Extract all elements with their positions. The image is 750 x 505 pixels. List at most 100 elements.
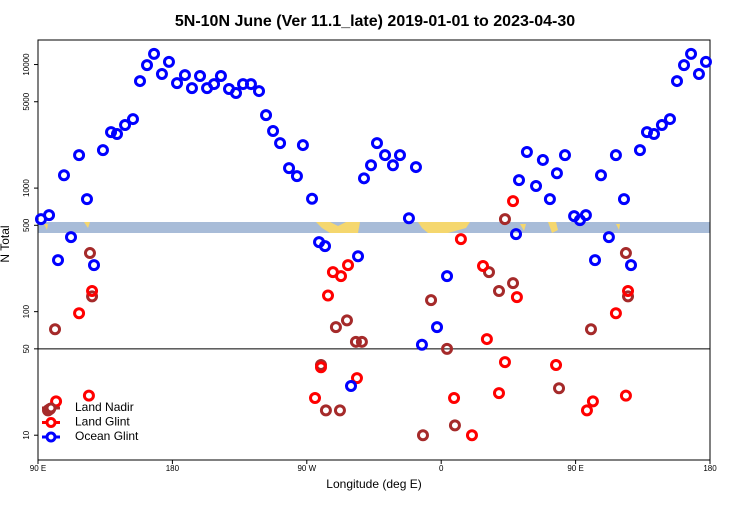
y-tick-label: 100	[22, 304, 31, 318]
point	[441, 270, 454, 283]
point	[633, 144, 646, 157]
point	[309, 392, 322, 405]
land-patch	[316, 222, 360, 233]
point	[492, 387, 505, 400]
point	[480, 333, 493, 346]
point	[699, 55, 712, 68]
point	[370, 137, 383, 150]
y-tick-label: 10	[22, 430, 31, 439]
point	[57, 169, 70, 182]
point	[507, 195, 520, 208]
point	[185, 82, 198, 95]
point	[609, 307, 622, 320]
legend-marker	[45, 402, 57, 414]
point	[530, 179, 543, 192]
legend-marker	[45, 417, 57, 428]
point	[349, 335, 362, 348]
point	[550, 167, 563, 180]
point	[454, 233, 467, 246]
point	[622, 290, 635, 303]
point	[352, 250, 365, 263]
x-tick-label: 0	[439, 464, 444, 473]
series	[34, 47, 712, 393]
point	[253, 85, 266, 98]
point	[543, 193, 556, 206]
point	[625, 259, 638, 272]
y-tick-label: 5000	[22, 92, 31, 110]
point	[260, 109, 273, 122]
point	[345, 380, 358, 393]
point	[208, 78, 221, 91]
point	[663, 113, 676, 126]
legend-label: Land Glint	[75, 415, 130, 429]
point	[334, 270, 347, 283]
point	[178, 69, 191, 82]
point	[133, 75, 146, 88]
point	[96, 144, 109, 157]
legend-label: Ocean Glint	[75, 429, 139, 443]
point	[43, 209, 56, 222]
point	[678, 59, 691, 72]
point	[194, 70, 207, 83]
x-tick-label: 90 E	[30, 464, 46, 473]
point	[536, 153, 549, 166]
point	[685, 47, 698, 60]
point	[415, 338, 428, 351]
point	[510, 291, 523, 304]
point	[340, 314, 353, 327]
point	[322, 289, 335, 302]
point	[49, 323, 62, 336]
point	[126, 113, 139, 126]
point	[86, 284, 99, 297]
point	[441, 342, 454, 355]
point	[342, 259, 355, 272]
point	[65, 231, 78, 244]
point	[482, 266, 495, 279]
point	[619, 247, 632, 260]
series	[50, 195, 635, 442]
point	[155, 68, 168, 81]
point	[425, 294, 438, 307]
point	[355, 335, 368, 348]
point	[296, 139, 309, 152]
point	[448, 392, 461, 405]
point	[492, 284, 505, 297]
point	[83, 247, 96, 260]
point	[82, 389, 95, 402]
point	[619, 389, 632, 402]
point	[283, 162, 296, 175]
point	[594, 169, 607, 182]
point	[319, 240, 332, 253]
point	[507, 277, 520, 290]
point	[498, 213, 511, 226]
point	[52, 254, 65, 267]
point	[365, 159, 378, 172]
point	[617, 193, 630, 206]
point	[402, 212, 415, 225]
point	[148, 47, 161, 60]
x-axis-label: Longitude (deg E)	[326, 477, 421, 491]
map-band	[38, 222, 710, 233]
point	[274, 137, 287, 150]
point	[290, 170, 303, 183]
point	[73, 149, 86, 162]
point	[558, 149, 571, 162]
point	[214, 70, 227, 83]
legend-label: Land Nadir	[75, 400, 134, 414]
point	[465, 429, 478, 442]
y-tick-label: 10000	[22, 53, 31, 76]
point	[409, 161, 422, 174]
point	[162, 55, 175, 68]
point	[80, 193, 93, 206]
point	[386, 159, 399, 172]
point	[88, 259, 100, 272]
land-patch	[418, 222, 470, 233]
ocean-strip	[38, 222, 710, 233]
point	[584, 323, 597, 336]
point	[510, 228, 523, 241]
point	[319, 404, 332, 417]
y-tick-label: 50	[22, 344, 31, 353]
x-tick-label: 90 W	[297, 464, 316, 473]
